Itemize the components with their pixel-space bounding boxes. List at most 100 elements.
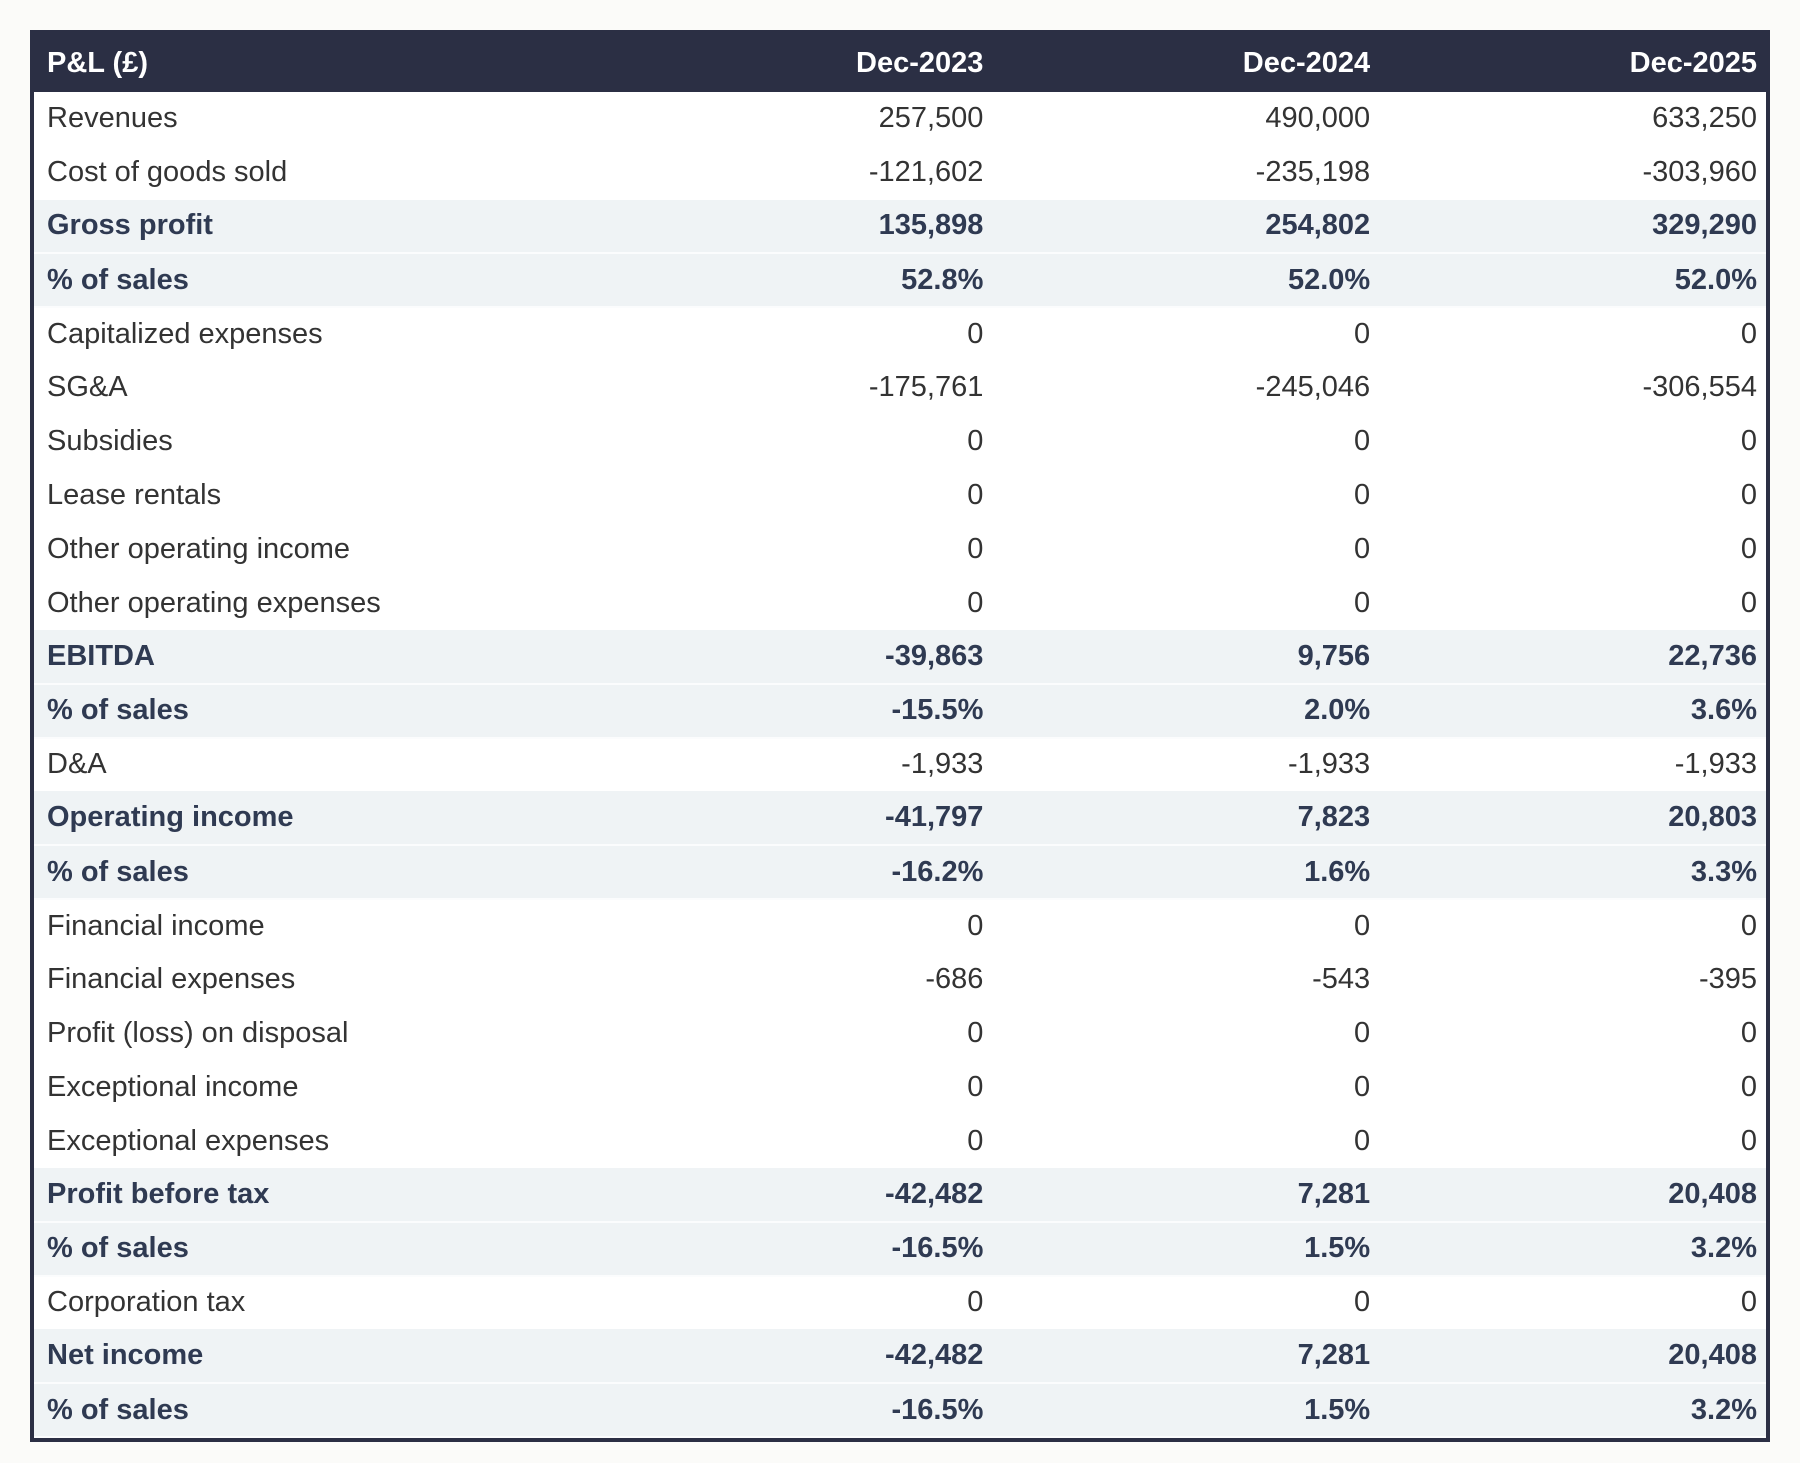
cell-value: 0 — [992, 307, 1380, 361]
cell-value: 20,803 — [1379, 791, 1766, 847]
cell-value: 3.6% — [1379, 683, 1766, 739]
cell-value: -42,482 — [605, 1329, 993, 1385]
table-row: Capitalized expenses 0 0 0 — [34, 307, 1766, 361]
cell-value: 0 — [1379, 414, 1766, 469]
row-label: Capitalized expenses — [34, 307, 606, 361]
row-label: Subsidies — [34, 414, 606, 469]
row-label: Other operating expenses — [34, 576, 606, 630]
table-row: Operating income -41,797 7,823 20,803 — [34, 791, 1766, 847]
cell-value: 1.5% — [992, 1221, 1380, 1277]
cell-value: 0 — [1379, 898, 1766, 953]
row-label: Corporation tax — [34, 1275, 606, 1330]
cell-value: 0 — [992, 1114, 1380, 1168]
cell-value: 0 — [992, 468, 1380, 523]
table-row: SG&A -175,761 -245,046 -306,554 — [34, 360, 1766, 415]
row-label: Profit (loss) on disposal — [34, 1006, 606, 1061]
cell-value: -1,933 — [1379, 737, 1766, 792]
table-row: Subsidies 0 0 0 — [34, 414, 1766, 469]
column-header-dec-2024: Dec-2024 — [992, 34, 1380, 92]
cell-value: 257,500 — [605, 92, 993, 146]
cell-value: -16.5% — [605, 1383, 993, 1438]
column-header-dec-2023: Dec-2023 — [605, 34, 993, 92]
row-label: Cost of goods sold — [34, 145, 606, 200]
row-label: % of sales — [34, 1221, 606, 1277]
cell-value: 0 — [1379, 307, 1766, 361]
table-row: Revenues 257,500 490,000 633,250 — [34, 92, 1766, 146]
cell-value: 0 — [1379, 522, 1766, 577]
table-row: Other operating expenses 0 0 0 — [34, 576, 1766, 630]
cell-value: 3.3% — [1379, 845, 1766, 900]
cell-value: 22,736 — [1379, 629, 1766, 685]
cell-value: 2.0% — [992, 683, 1380, 739]
cell-value: 0 — [1379, 576, 1766, 630]
table-row: % of sales -16.5% 1.5% 3.2% — [34, 1221, 1766, 1277]
row-label: % of sales — [34, 253, 606, 309]
cell-value: -303,960 — [1379, 145, 1766, 200]
table-row: Net income -42,482 7,281 20,408 — [34, 1329, 1766, 1385]
row-label: Exceptional income — [34, 1060, 606, 1115]
cell-value: -245,046 — [992, 360, 1380, 415]
row-label: Profit before tax — [34, 1167, 606, 1223]
cell-value: 0 — [1379, 468, 1766, 523]
cell-value: 0 — [992, 576, 1380, 630]
table-row: Financial income 0 0 0 — [34, 898, 1766, 953]
table-row: Corporation tax 0 0 0 — [34, 1275, 1766, 1330]
cell-value: 0 — [1379, 1006, 1766, 1061]
cell-value: -121,602 — [605, 145, 993, 200]
row-label: Gross profit — [34, 199, 606, 255]
pnl-statement-table: P&L (£) Dec-2023 Dec-2024 Dec-2025 Reven… — [34, 34, 1766, 1438]
cell-value: 1.6% — [992, 845, 1380, 900]
cell-value: 0 — [605, 1275, 993, 1330]
pnl-table: P&L (£) Dec-2023 Dec-2024 Dec-2025 Reven… — [30, 30, 1770, 1442]
table-row: D&A -1,933 -1,933 -1,933 — [34, 737, 1766, 792]
cell-value: 0 — [1379, 1060, 1766, 1115]
cell-value: 1.5% — [992, 1383, 1380, 1438]
cell-value: 0 — [605, 576, 993, 630]
table-row: % of sales -15.5% 2.0% 3.6% — [34, 683, 1766, 739]
table-row: Exceptional expenses 0 0 0 — [34, 1114, 1766, 1168]
row-label: EBITDA — [34, 629, 606, 685]
row-label: Financial expenses — [34, 952, 606, 1007]
row-label: Lease rentals — [34, 468, 606, 523]
cell-value: -395 — [1379, 952, 1766, 1007]
cell-value: 0 — [1379, 1114, 1766, 1168]
cell-value: 20,408 — [1379, 1167, 1766, 1223]
cell-value: 329,290 — [1379, 199, 1766, 255]
column-header-dec-2025: Dec-2025 — [1379, 34, 1766, 92]
cell-value: -543 — [992, 952, 1380, 1007]
row-label: Operating income — [34, 791, 606, 847]
cell-value: -42,482 — [605, 1167, 993, 1223]
row-label: D&A — [34, 737, 606, 792]
cell-value: -1,933 — [992, 737, 1380, 792]
cell-value: 7,281 — [992, 1167, 1380, 1223]
cell-value: 52.0% — [992, 253, 1380, 309]
cell-value: 0 — [992, 898, 1380, 953]
cell-value: -41,797 — [605, 791, 993, 847]
cell-value: 0 — [605, 1114, 993, 1168]
table-row: % of sales -16.2% 1.6% 3.3% — [34, 845, 1766, 900]
cell-value: -16.2% — [605, 845, 993, 900]
cell-value: 0 — [605, 898, 993, 953]
row-label: % of sales — [34, 683, 606, 739]
cell-value: 0 — [605, 468, 993, 523]
table-row: Profit (loss) on disposal 0 0 0 — [34, 1006, 1766, 1061]
cell-value: -686 — [605, 952, 993, 1007]
cell-value: 254,802 — [992, 199, 1380, 255]
table-row: % of sales -16.5% 1.5% 3.2% — [34, 1383, 1766, 1438]
row-label: Financial income — [34, 898, 606, 953]
table-title: P&L (£) — [34, 34, 606, 92]
cell-value: 0 — [605, 522, 993, 577]
cell-value: -16.5% — [605, 1221, 993, 1277]
cell-value: -1,933 — [605, 737, 993, 792]
cell-value: -175,761 — [605, 360, 993, 415]
cell-value: 135,898 — [605, 199, 993, 255]
cell-value: 490,000 — [992, 92, 1380, 146]
cell-value: 0 — [605, 1006, 993, 1061]
row-label: Net income — [34, 1329, 606, 1385]
row-label: % of sales — [34, 1383, 606, 1438]
row-label: SG&A — [34, 360, 606, 415]
cell-value: 0 — [1379, 1275, 1766, 1330]
cell-value: -306,554 — [1379, 360, 1766, 415]
table-row: EBITDA -39,863 9,756 22,736 — [34, 629, 1766, 685]
